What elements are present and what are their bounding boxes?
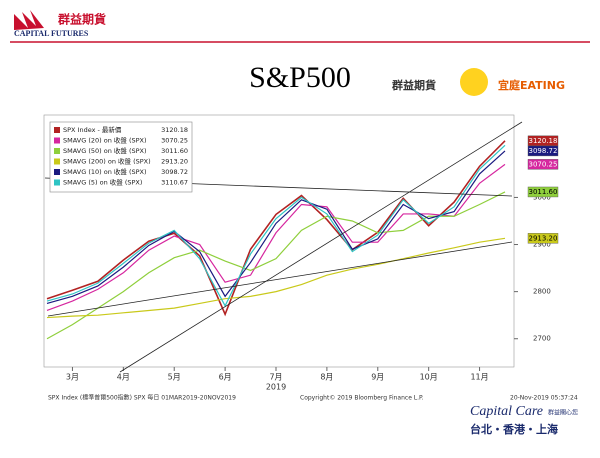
series-line [46, 163, 506, 312]
legend-swatch [54, 127, 60, 133]
value-tag-label: 3070.25 [529, 160, 558, 168]
footer-source: SPX Index (標準普爾500指數) SPX 每日 01MAR2019-2… [48, 394, 236, 402]
x-tick-label: 3月 [66, 373, 79, 382]
trend-line [47, 241, 513, 317]
legend-swatch [54, 158, 60, 165]
y-tick-label: 3000 [533, 193, 551, 201]
series-line [46, 150, 506, 304]
sun-icon [460, 68, 488, 96]
legend-label: SMAVG (200) on 收盤 (SPX) [63, 157, 151, 166]
legend-label: SMAVG (5) on 收盤 (SPX) [63, 178, 142, 187]
footer-copyright: Copyright© 2019 Bloomberg Finance L.P. [300, 395, 424, 402]
legend-box [49, 121, 193, 193]
y-tick-label: 2800 [533, 288, 551, 296]
trend-line [119, 121, 523, 373]
x-tick-label: 5月 [168, 373, 181, 382]
x-tick-label: 4月 [117, 373, 130, 382]
legend-label: SMAVG (20) on 收盤 (SPX) [63, 136, 147, 145]
value-tag-label: 3011.60 [529, 188, 558, 196]
series-line [46, 237, 506, 319]
legend-label: SMAVG (50) on 收盤 (SPX) [63, 146, 147, 155]
logo-name: 群益期貨 [57, 12, 106, 27]
x-tick-label: 11月 [470, 373, 488, 382]
chart-title: S&P500 [249, 61, 351, 94]
legend-swatch [54, 179, 60, 186]
legend-label: SPX Index - 最新價 [63, 125, 122, 134]
care-logo: Capital Care [470, 404, 543, 419]
brand-right: 宜庭EATING [498, 78, 565, 92]
cities: 台北・香港・上海 [470, 422, 558, 436]
logo-icon [14, 10, 44, 30]
plot: 2700 2800 2900 3000 3月 4月 5月 6月 7月 8月 9月 10月 11月 2019… [46, 135, 559, 392]
legend-value: 3120.18 [161, 126, 188, 134]
x-year-label: 2019 [266, 383, 286, 392]
legend-value: 3098.72 [161, 168, 188, 176]
series-line [46, 140, 506, 317]
x-tick-label: 10月 [420, 373, 438, 382]
footer-timestamp: 20-Nov-2019 05:37:24 [510, 395, 578, 402]
plot-frame [43, 114, 515, 368]
value-tag-label: 3120.18 [529, 137, 558, 145]
y-tick-label: 2900 [533, 241, 551, 249]
logo-sub: CAPITAL FUTURES [14, 29, 89, 38]
value-tag [527, 159, 559, 170]
legend-label: SMAVG (10) on 收盤 (SPX) [63, 167, 147, 176]
legend-value: 3011.60 [161, 147, 188, 155]
legend-swatch [54, 137, 60, 144]
x-tick-label: 8月 [320, 373, 333, 382]
series-line [46, 144, 506, 308]
value-tag [527, 186, 559, 198]
value-tag [527, 233, 559, 244]
legend-swatch [54, 169, 60, 175]
value-tag-label: 3098.72 [529, 147, 558, 155]
care-sub: 群益關心您 [548, 409, 578, 417]
x-tick-label: 7月 [269, 373, 282, 382]
x-tick-label: 9月 [371, 373, 384, 382]
series-line [46, 191, 506, 340]
legend-value: 3070.25 [161, 137, 188, 145]
y-tick-label: 2700 [533, 335, 551, 343]
brand-left: 群益期貨 [391, 78, 436, 92]
x-tick-label: 6月 [219, 373, 232, 382]
legend-swatch [54, 148, 60, 154]
value-tag [527, 145, 559, 157]
legend-value: 3110.67 [161, 179, 188, 187]
value-tag-label: 2913.20 [529, 234, 558, 242]
legend-value: 2913.20 [161, 158, 188, 166]
legend: SPX Index - 最新價 3120.18 SMAVG (20) on 收盤 (… [49, 121, 193, 193]
